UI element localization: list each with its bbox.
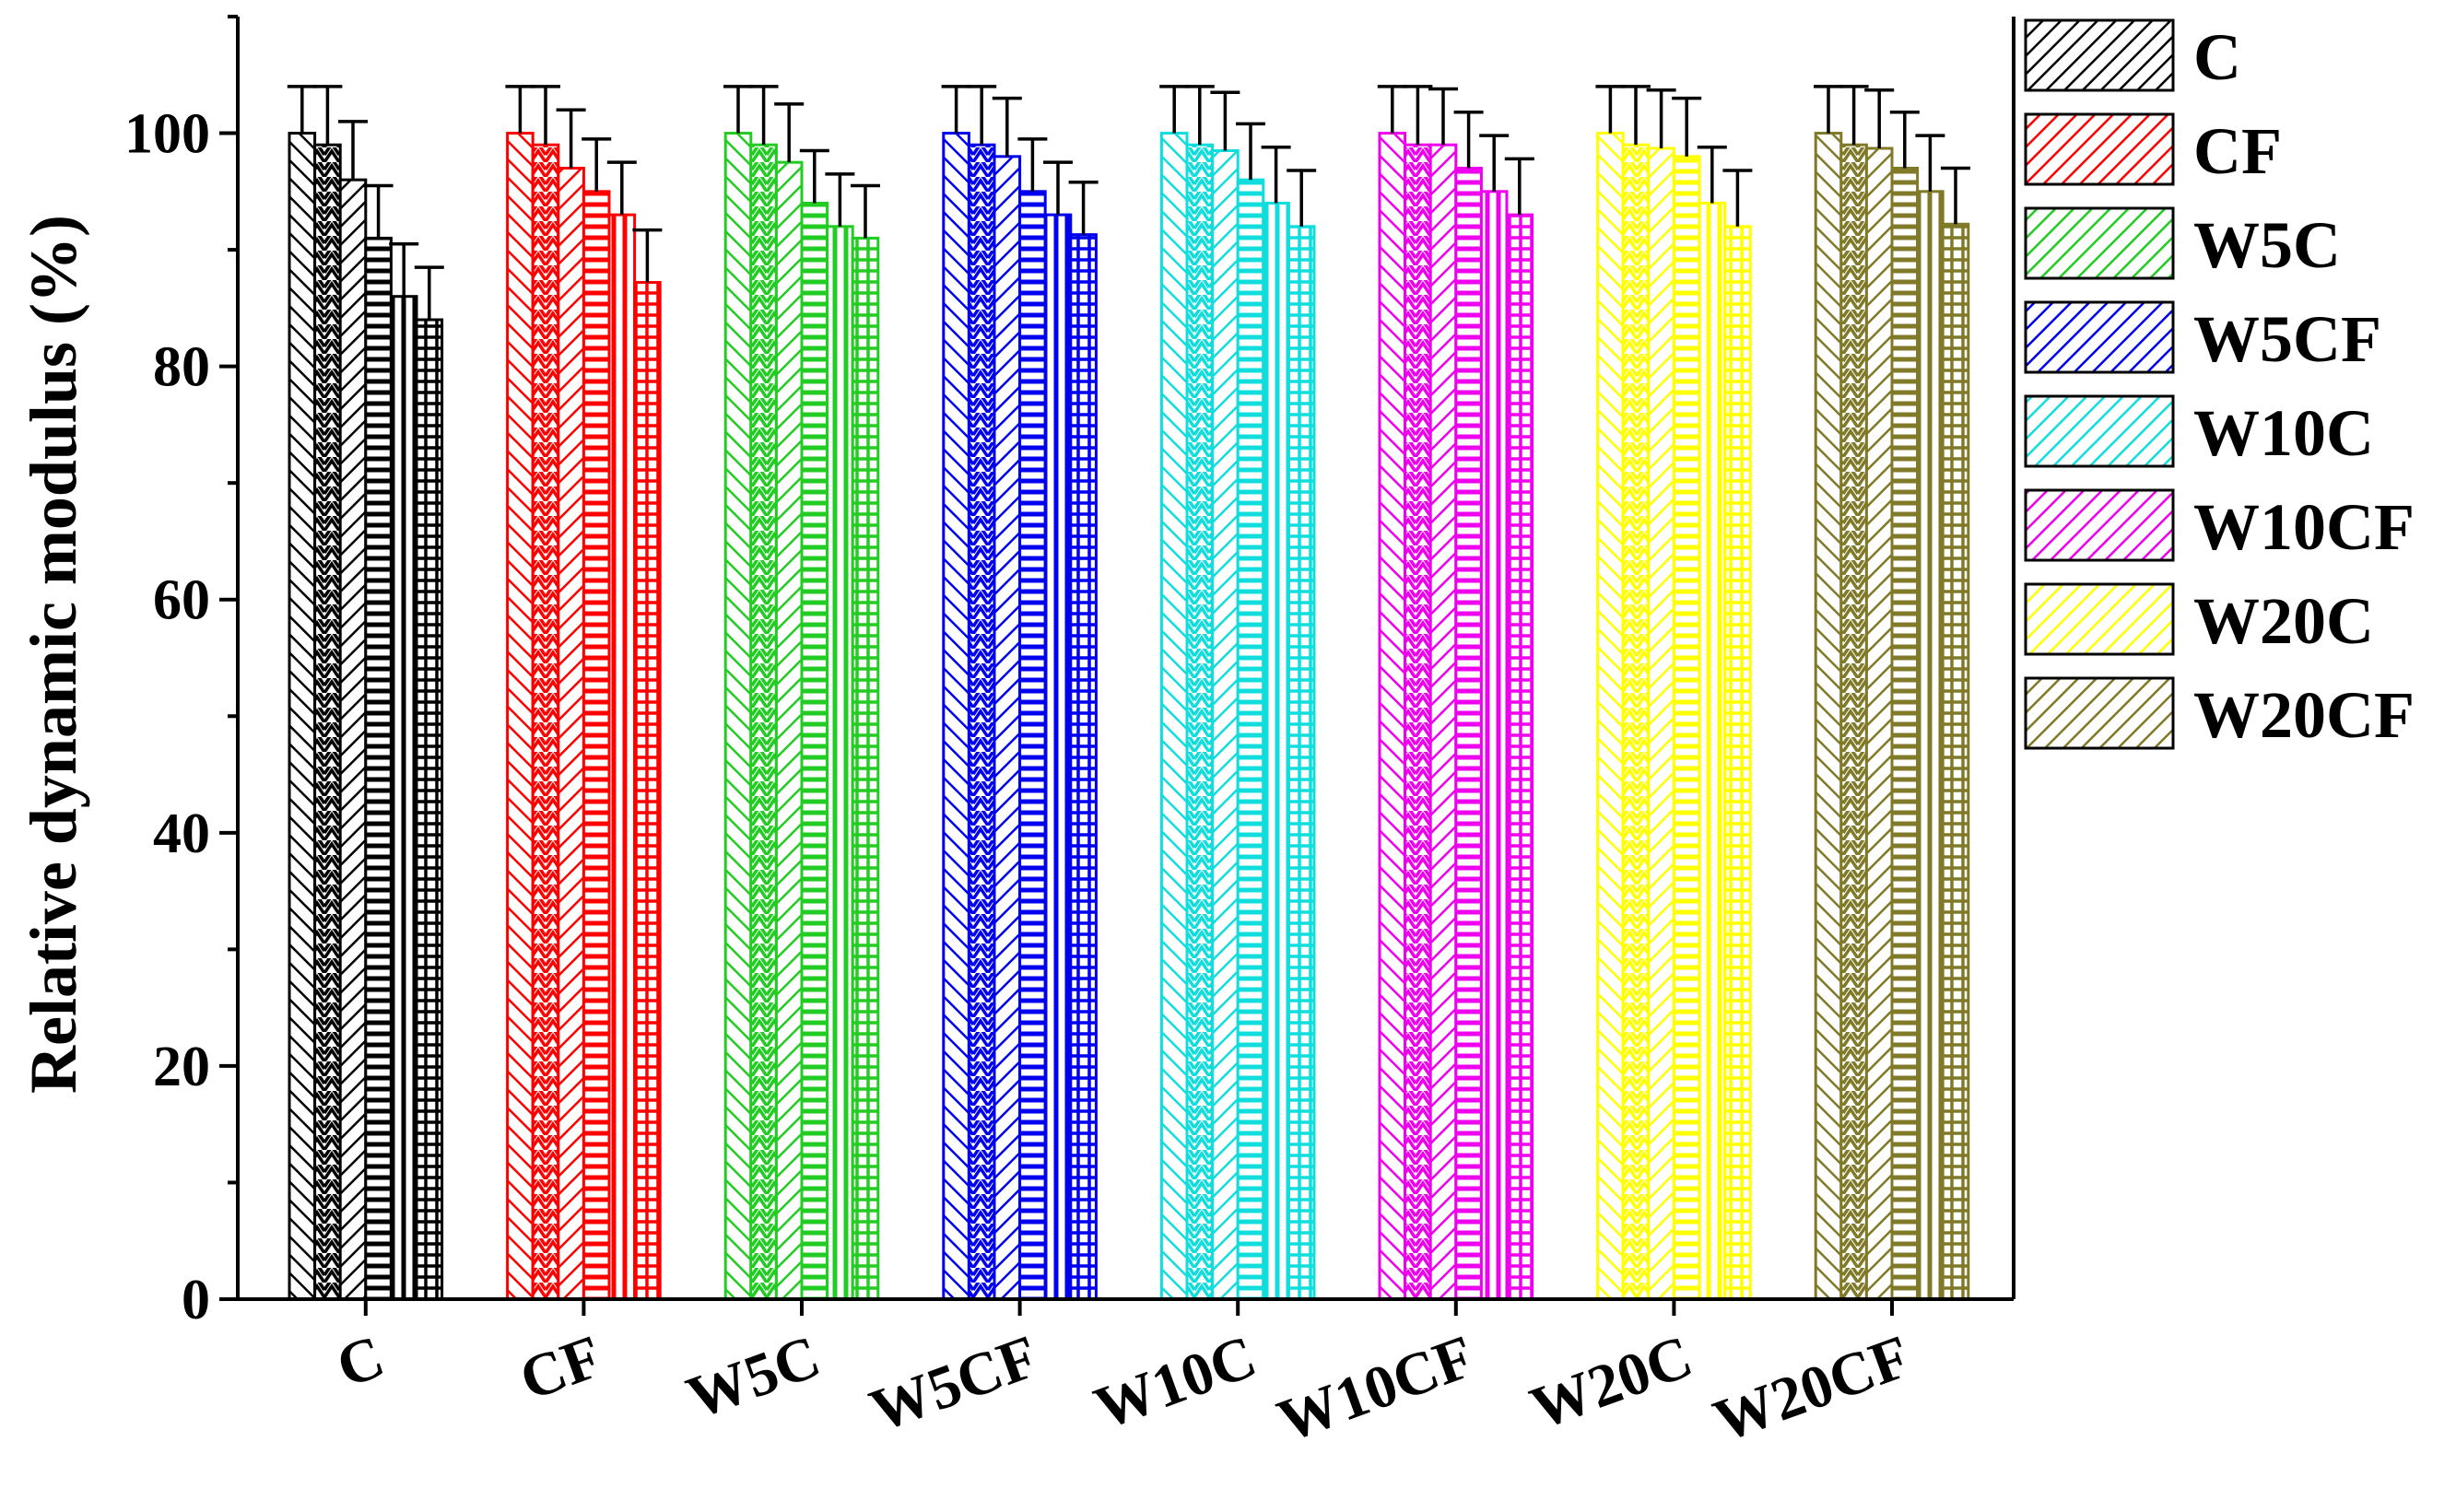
bar-group-W20CF (1814, 85, 1970, 1301)
bar (313, 143, 342, 1301)
legend-swatch (2024, 582, 2175, 656)
bar (942, 132, 970, 1301)
bar (1185, 143, 1215, 1301)
legend-item: W10C (2024, 394, 2374, 470)
bar-group-W5C (723, 85, 880, 1301)
bar (607, 213, 637, 1301)
legend-label: W5C (2193, 208, 2341, 282)
legend-swatch (2024, 112, 2175, 186)
legend-item: CF (2024, 112, 2282, 188)
legend-swatch (2024, 394, 2175, 468)
y-tick-label: 0 (182, 1269, 210, 1331)
bar (1941, 222, 1970, 1301)
bar (800, 201, 829, 1301)
bar (1404, 143, 1432, 1301)
bar (1672, 155, 1701, 1301)
x-tick-label: W10C (1087, 1322, 1265, 1442)
bar (1723, 225, 1752, 1301)
bar (1479, 190, 1509, 1301)
bar (415, 318, 444, 1301)
bar (1596, 132, 1625, 1301)
bars-layer (287, 85, 1970, 1301)
bar (723, 132, 753, 1301)
bar (557, 167, 585, 1301)
y-tick-label: 20 (153, 1036, 210, 1098)
bar (288, 132, 317, 1301)
bar (1378, 132, 1407, 1301)
bar (582, 190, 611, 1301)
bar-group-W5CF (941, 85, 1099, 1301)
bar (1621, 143, 1651, 1301)
bar (1287, 225, 1316, 1301)
bar (1159, 132, 1189, 1301)
legend-swatch (2024, 206, 2175, 280)
bar (1864, 147, 1894, 1301)
bar (1839, 143, 1868, 1301)
bar (1890, 167, 1920, 1301)
legend-item: C (2024, 18, 2241, 94)
bar (1647, 147, 1675, 1301)
legend-item: W5CF (2024, 300, 2381, 376)
x-tick-label: C (328, 1322, 393, 1401)
legend-swatch (2024, 488, 2175, 562)
bar-group-C (287, 85, 444, 1301)
legend: C CF W5C W5CF W10C W10CF W20C W20CF (2024, 18, 2415, 752)
bar (1698, 201, 1727, 1301)
y-tick-label: 80 (153, 336, 210, 399)
legend-swatch (2024, 676, 2175, 750)
y-tick-label: 60 (153, 569, 210, 632)
bar-group-CF (505, 85, 663, 1301)
legend-item: W20C (2024, 582, 2374, 658)
bar (1505, 213, 1534, 1301)
y-tick-label: 100 (124, 103, 210, 166)
legend-item: W5C (2024, 206, 2341, 282)
bar-group-W10C (1159, 85, 1317, 1301)
y-axis-title: Relative dynamic modulus (%) (17, 215, 90, 1094)
legend-label: W10CF (2193, 490, 2415, 564)
legend-label: W20CF (2193, 678, 2415, 752)
bar (749, 143, 778, 1301)
legend-swatch (2024, 18, 2175, 92)
bar (1454, 167, 1483, 1301)
bar (1018, 190, 1047, 1301)
bar (1428, 143, 1458, 1301)
x-tick-label: CF (511, 1322, 611, 1413)
bar-group-W10CF (1377, 85, 1534, 1301)
bar (1262, 201, 1290, 1301)
bar (967, 143, 996, 1301)
bar-group-W20C (1595, 85, 1753, 1301)
legend-item: W20CF (2024, 676, 2415, 752)
legend-swatch (2024, 300, 2175, 374)
legend-label: CF (2193, 114, 2282, 188)
bar (1236, 178, 1265, 1301)
x-tick-label: W20CF (1705, 1322, 1919, 1455)
legend-item: W10CF (2024, 488, 2415, 564)
x-tick-label: W5CF (862, 1322, 1047, 1445)
bar (1916, 190, 1945, 1301)
bar (1211, 149, 1240, 1301)
legend-label: W10C (2193, 396, 2374, 470)
bar (633, 281, 662, 1301)
bar (389, 295, 418, 1301)
bar (364, 236, 393, 1301)
bar (1069, 233, 1098, 1301)
x-tick-label: W5C (678, 1322, 828, 1432)
legend-label: W5CF (2193, 302, 2381, 376)
bar (851, 236, 880, 1301)
bar (338, 178, 368, 1301)
bar (1043, 213, 1073, 1301)
bar (506, 132, 535, 1301)
legend-label: W20C (2193, 584, 2374, 658)
bar (774, 160, 804, 1301)
x-tick-label: W20C (1522, 1322, 1701, 1442)
y-tick-label: 40 (153, 803, 210, 865)
x-tick-label: W10CF (1269, 1322, 1483, 1455)
bar (1814, 132, 1843, 1301)
bar (993, 155, 1022, 1301)
legend-label: C (2193, 20, 2241, 94)
bar (826, 225, 854, 1301)
bar (531, 143, 560, 1301)
